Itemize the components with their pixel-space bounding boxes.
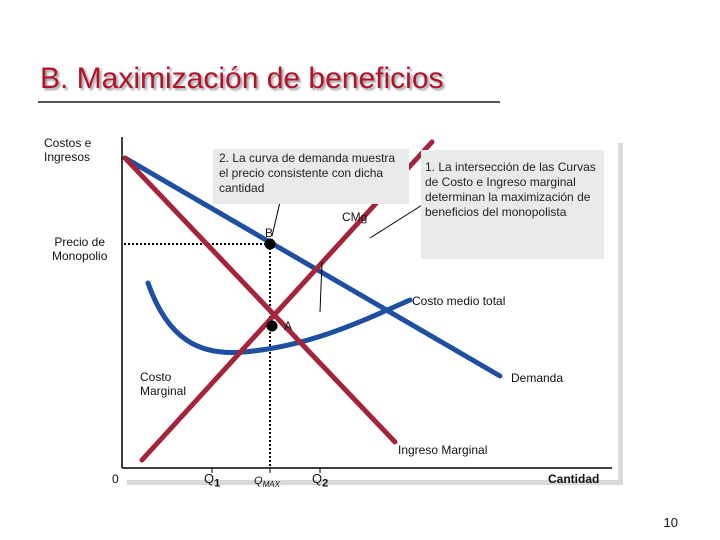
x-axis-label: Cantidad bbox=[548, 472, 600, 486]
y-axis-label-line2: Ingresos bbox=[44, 150, 91, 164]
q1-label: Q1 bbox=[204, 472, 220, 491]
callout-one-leader bbox=[369, 199, 431, 239]
point-b bbox=[264, 238, 276, 250]
costo-medio-total-curve bbox=[145, 280, 413, 356]
q2-letter: Q bbox=[312, 471, 323, 486]
marginal-revenue-curve bbox=[122, 155, 398, 445]
callout-two-leader bbox=[271, 201, 281, 237]
qmax-subscript: MAX bbox=[262, 480, 280, 490]
q1-letter: Q bbox=[204, 471, 215, 486]
origin-label: 0 bbox=[112, 472, 119, 486]
costo-marginal-label-line2: Marginal bbox=[140, 384, 187, 398]
demanda-label: Demanda bbox=[511, 371, 564, 385]
y-axis-label-line1: Costos e bbox=[44, 136, 92, 150]
qmax-label: QMAX bbox=[254, 474, 280, 492]
price-label-line2: Monopolio bbox=[52, 249, 108, 263]
demand-curve bbox=[122, 155, 503, 379]
costo-marginal-label: Costo Marginal bbox=[140, 370, 186, 398]
point-a-label: A bbox=[284, 319, 293, 333]
title-underline bbox=[38, 101, 500, 103]
q1-subscript: 1 bbox=[214, 477, 221, 490]
price-label: Precio de Monopolio bbox=[52, 235, 107, 263]
ingreso-marginal-label: Ingreso Marginal bbox=[398, 443, 488, 457]
costo-medio-total-label: Costo medio total bbox=[412, 294, 506, 308]
point-b-label: B bbox=[265, 226, 274, 240]
cmg-label: CMg bbox=[342, 210, 368, 224]
atc-leader bbox=[319, 261, 323, 313]
page-number: 10 bbox=[663, 515, 678, 530]
costo-marginal-label-line1: Costo bbox=[140, 370, 172, 384]
callout-demand-price: 2. La curva de demanda muestra el precio… bbox=[213, 149, 409, 204]
q2-label: Q2 bbox=[312, 472, 328, 491]
q2-subscript: 2 bbox=[322, 477, 329, 490]
point-a bbox=[266, 320, 278, 332]
slide-title: B. Maximización de beneficios bbox=[40, 62, 444, 95]
callout-marginal-intersection: 1. La intersección de las Curvas de Cost… bbox=[421, 150, 604, 259]
qmax-letter: Q bbox=[254, 475, 263, 487]
y-axis-label: Costos e Ingresos bbox=[44, 136, 91, 164]
price-label-line1: Precio de bbox=[54, 235, 106, 249]
